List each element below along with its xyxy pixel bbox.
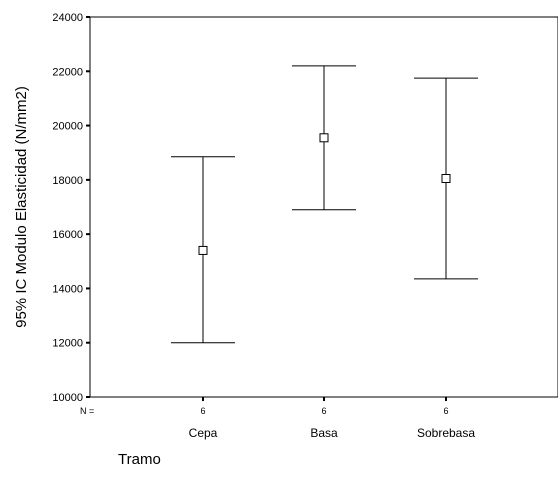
mean-marker-basa — [319, 133, 329, 143]
x-axis-labels: 6 Cepa 6 Basa 6 Sobrebasa — [189, 397, 475, 440]
y-tick-label: 16000 — [52, 229, 83, 241]
y-axis-title: 95% IC Modulo Elasticidad (N/mm2) — [13, 86, 30, 328]
y-tick-label: 18000 — [52, 175, 83, 187]
category-label-sobrebasa: Sobrebasa — [417, 426, 475, 440]
mean-marker-sobrebasa — [441, 174, 451, 183]
error-bars — [171, 65, 478, 344]
x-axis-title: Tramo — [118, 451, 161, 468]
n-label: N = — [80, 406, 94, 416]
y-tick-label: 20000 — [52, 121, 83, 133]
category-label-basa: Basa — [310, 426, 338, 440]
n-value-cepa: 6 — [200, 406, 205, 416]
y-axis-ticks: 10000 12000 14000 16000 18000 20000 22000 24000 — [52, 12, 90, 404]
y-tick-label: 14000 — [52, 283, 83, 295]
n-value-basa: 6 — [321, 406, 326, 416]
category-label-cepa: Cepa — [189, 426, 218, 440]
y-tick-label: 12000 — [52, 338, 83, 350]
y-tick-label: 22000 — [52, 66, 83, 78]
mean-marker-cepa — [198, 245, 208, 255]
y-tick-label: 24000 — [52, 12, 83, 24]
n-value-sobrebasa: 6 — [443, 406, 448, 416]
y-tick-label: 10000 — [52, 392, 83, 404]
